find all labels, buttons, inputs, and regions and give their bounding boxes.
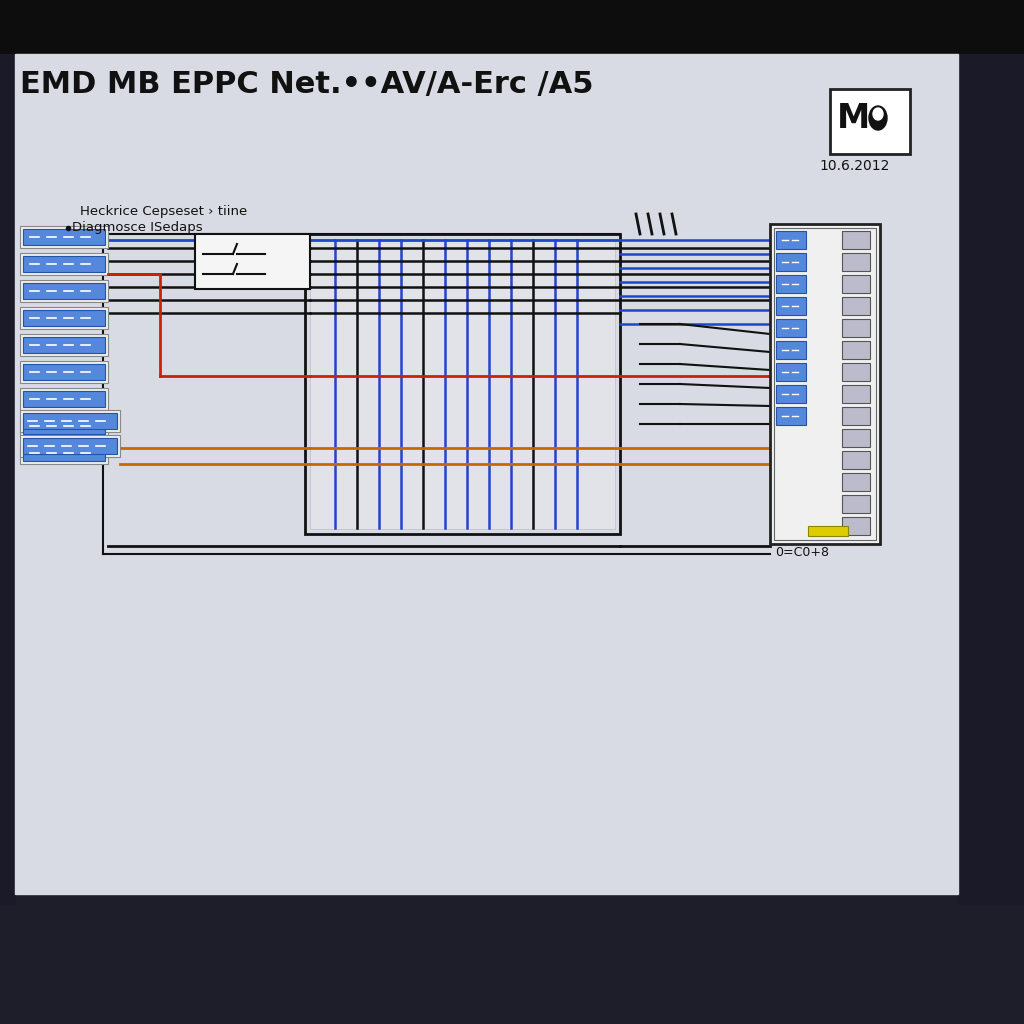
Bar <box>23 364 105 380</box>
Text: Heckrice Cepseset › tiine: Heckrice Cepseset › tiine <box>80 206 247 218</box>
Bar <box>23 413 117 429</box>
Bar <box>23 256 105 272</box>
Bar <box>20 226 108 248</box>
Bar <box>776 275 806 293</box>
Bar <box>0 884 1024 1024</box>
Bar <box>0 54 15 904</box>
Bar <box>776 362 806 381</box>
Bar <box>842 517 870 535</box>
Bar <box>20 334 108 356</box>
Text: 0=C0+8: 0=C0+8 <box>775 546 829 558</box>
Bar <box>842 429 870 447</box>
Bar <box>0 0 1024 63</box>
Bar <box>20 280 108 302</box>
Bar <box>842 297 870 315</box>
Bar <box>20 415 108 437</box>
Bar <box>23 445 105 461</box>
Bar <box>842 319 870 337</box>
Bar <box>23 229 105 245</box>
Bar <box>842 341 870 359</box>
Bar <box>842 231 870 249</box>
Text: Diagmosce ISedaps: Diagmosce ISedaps <box>72 221 203 234</box>
Bar <box>23 438 117 454</box>
Bar <box>20 307 108 329</box>
Bar <box>310 239 615 529</box>
Bar <box>808 526 848 536</box>
Bar <box>195 234 310 289</box>
Bar <box>776 385 806 403</box>
Bar <box>15 54 958 894</box>
Text: M: M <box>837 101 869 134</box>
Bar <box>842 275 870 293</box>
Bar <box>776 319 806 337</box>
Bar <box>20 253 108 275</box>
Bar <box>774 228 876 540</box>
Bar <box>20 388 108 410</box>
Bar <box>23 391 105 407</box>
Bar <box>958 54 1024 904</box>
Bar <box>20 442 108 464</box>
Bar <box>23 283 105 299</box>
Bar <box>842 495 870 513</box>
Text: EMD MB EPPC Net.••AV/A-Erc /A5: EMD MB EPPC Net.••AV/A-Erc /A5 <box>20 70 594 98</box>
Bar <box>23 337 105 353</box>
Bar <box>842 407 870 425</box>
Bar <box>842 362 870 381</box>
Bar <box>776 341 806 359</box>
Text: 10.6.2012: 10.6.2012 <box>820 159 890 173</box>
Bar <box>23 310 105 326</box>
Bar <box>842 253 870 271</box>
Bar <box>776 297 806 315</box>
Ellipse shape <box>873 108 883 120</box>
Bar <box>770 224 880 544</box>
Bar <box>305 234 620 534</box>
Bar <box>20 435 120 457</box>
Bar <box>776 231 806 249</box>
Bar <box>776 407 806 425</box>
Bar <box>842 473 870 490</box>
Bar <box>776 253 806 271</box>
Bar <box>842 385 870 403</box>
Bar <box>20 361 108 383</box>
Bar <box>830 89 910 154</box>
Ellipse shape <box>869 106 887 130</box>
Bar <box>23 418 105 434</box>
Bar <box>20 410 120 432</box>
Bar <box>842 451 870 469</box>
